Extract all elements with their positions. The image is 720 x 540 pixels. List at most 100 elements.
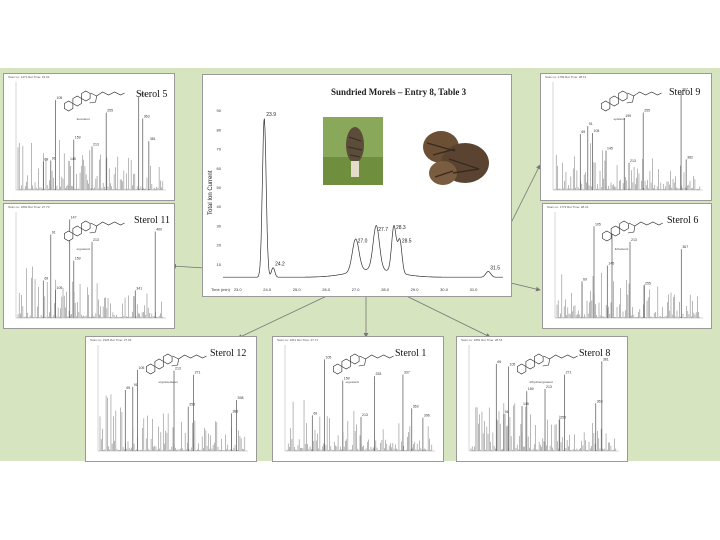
spectrum-peak-label: 199 <box>625 114 631 118</box>
main-chromatogram: Sundried Morels – Entry 8, Table 3 Total… <box>202 74 512 297</box>
spectrum-peak-label: 367 <box>682 245 688 249</box>
spectrum-panel-sterol-6: 36725521315914510569lichesterol Scan no:… <box>542 203 712 329</box>
y-tick-label: 20 <box>217 243 222 248</box>
spectrum-peak-label: 213 <box>93 238 99 242</box>
morel-photo-dried <box>413 119 495 191</box>
sterol-structure-icon: lichesterol <box>602 220 663 251</box>
structure-label: ergosterol <box>77 247 91 251</box>
y-tick-label: 10 <box>217 262 222 267</box>
spectrum-peak-label: 91 <box>505 410 509 414</box>
spectrum-peak-label: 255 <box>644 109 650 113</box>
spectrum-peak-label: 69 <box>581 130 585 134</box>
panel-header: Scan no: 1799 Ret Time: 28.11 <box>545 75 587 79</box>
spectrum-peak-label: 381 <box>603 357 609 361</box>
peak-label: 23.9 <box>266 112 276 118</box>
y-tick-label: 30 <box>217 223 222 228</box>
spectrum-peak-label: 213 <box>631 238 637 242</box>
panel-title: Sterol 11 <box>134 215 171 226</box>
spectrum-peak-label: 105 <box>326 355 332 359</box>
spectrum-peak-label: 159 <box>75 136 81 140</box>
spectrum-peak-label: 105 <box>594 129 600 133</box>
spectrum-peak-label: 147 <box>71 215 77 219</box>
y-tick-label: 90 <box>217 108 222 113</box>
spectrum-peak-label: 91 <box>134 383 138 387</box>
x-tick-label: 30.0 <box>440 287 449 292</box>
chromatogram-plot: Total Ion Current 90 80 70 60 50 40 30 20 10 23.0 2… <box>208 108 503 292</box>
mass-spectrum: 36725521315914510569lichesterol <box>554 212 703 319</box>
peak-label: 28.3 <box>396 225 406 231</box>
spectrum-peak-label: 255 <box>560 416 566 420</box>
sterol-structure-icon: ergosterol <box>63 220 125 251</box>
spectrum-peak-label: 383 <box>232 409 238 413</box>
spectrum-peak-label: 351 <box>140 92 146 96</box>
spectrum-peak-label: 381 <box>150 137 156 141</box>
spectrum-panel-sterol-8: 381 363 271 255 213 159 145 105 91 69 dihydroergos… <box>456 336 628 462</box>
spectrum-peak-label: 69 <box>44 158 48 162</box>
x-axis-label: Time (min) <box>211 287 231 292</box>
mass-spectrum: 381 363 271 255 213 159 145 105 91 69 dihydroergos… <box>468 345 619 452</box>
spectrum-peak-label: 363 <box>144 114 150 118</box>
sterol-structure-icon: episterol <box>600 90 662 121</box>
spectrum-peak-label: 255 <box>189 403 195 407</box>
spectrum-peak-label: 337 <box>404 371 410 375</box>
panel-title: Sterol 1 <box>395 348 427 359</box>
mass-spectrum: 400 341 213 159 147 105 91 69 ergosterol <box>15 212 166 319</box>
spectrum-peak-label: 105 <box>139 366 145 370</box>
spectrum-peak-label: 213 <box>630 159 636 163</box>
morel-photo-fresh <box>323 117 383 185</box>
mass-spectrum: 398 383 271 255 213 105 91 69 ergosta-dienol <box>97 345 248 452</box>
panel-title: Sterol 6 <box>667 215 699 226</box>
sterol-structure-icon: ergosterol <box>332 353 394 384</box>
spectrum-peak-label: 69 <box>313 411 317 415</box>
spectrum-peak-label: 382 <box>687 155 693 159</box>
peak-label: 31.5 <box>490 265 500 271</box>
x-tick-label: 28.0 <box>381 287 390 292</box>
spectrum-peak-label: 69 <box>126 386 130 390</box>
spectrum-panel-sterol-11: 400 341 213 159 147 105 91 69 ergosterol Scan no… <box>3 203 175 329</box>
y-tick-label: 50 <box>217 185 222 190</box>
main-chart-title: Sundried Morels – Entry 8, Table 3 <box>331 87 467 97</box>
spectrum-peak-label: 363 <box>597 399 603 403</box>
spectrum-peak-label: 105 <box>510 362 516 366</box>
panel-header: Scan no: 1881 Ret Time: 28.51 <box>461 338 503 342</box>
structure-label: dihydroergosterol <box>530 380 554 384</box>
structure-label: fecosterol <box>77 117 90 121</box>
spectrum-panel-sterol-5: 381 351 255 363 213 159 145 105 91 69 fecosterol S… <box>3 73 175 201</box>
panel-title: Sterol 9 <box>669 87 701 98</box>
spectrum-peak-label: 105 <box>57 96 63 100</box>
spectrum-peak-label: 396 <box>424 414 430 418</box>
panel-header: Scan no: 1892 Ret Time: 27.70 <box>8 205 50 209</box>
spectrum-peak-label: 271 <box>566 371 572 375</box>
spectrum-panel-sterol-12: 398 383 271 255 213 105 91 69 ergosta-dienol Sca… <box>85 336 257 462</box>
spectrum-peak-label: 159 <box>528 387 534 391</box>
spectrum-peak-label: 145 <box>70 157 76 161</box>
panel-header: Scan no: 1471 Ret Time: 23.91 <box>8 75 50 79</box>
y-tick-label: 60 <box>217 166 222 171</box>
x-tick-label: 27.0 <box>352 287 361 292</box>
sterol-structure-icon: fecosterol <box>63 90 125 121</box>
panel-header: Scan no: 1773 Ret Time: 28.31 <box>547 205 589 209</box>
panel-header: Scan no: 1926 Ret Time: 27.04 <box>90 338 132 342</box>
structure-label: ergosterol <box>346 380 360 384</box>
spectrum-peak-label: 91 <box>52 157 56 161</box>
spectrum-peak-label: 398 <box>238 396 244 400</box>
spectrum-peak-label: 363 <box>413 404 419 408</box>
spectrum-peak-label: 145 <box>608 262 614 266</box>
spectrum-peak-label: 271 <box>195 371 201 375</box>
spectrum-peak-label: 159 <box>344 377 350 381</box>
spectrum-peak-label: 341 <box>136 286 142 290</box>
mass-spectrum: 381 351 255 363 213 159 145 105 91 69 fecosterol <box>15 82 166 191</box>
spectrum-peak-label: 253 <box>376 372 382 376</box>
x-tick-label: 29.0 <box>411 287 420 292</box>
spectrum-peak-label: 105 <box>57 286 63 290</box>
spectrum-peak-label: 145 <box>607 146 613 150</box>
panel-title: Sterol 8 <box>579 348 611 359</box>
spectrum-panel-sterol-1: 396 363 337 253 213 159 105 69 ergosterol Scan n… <box>272 336 444 462</box>
spectrum-peak-label: 69 <box>583 277 587 281</box>
y-tick-label: 80 <box>217 127 222 132</box>
spectrum-peak-label: 159 <box>75 257 81 261</box>
panel-header: Scan no: 1811 Ret Time: 27.71 <box>277 338 319 342</box>
x-tick-label: 24.0 <box>263 287 272 292</box>
spectrum-peak-label: 255 <box>107 109 113 113</box>
